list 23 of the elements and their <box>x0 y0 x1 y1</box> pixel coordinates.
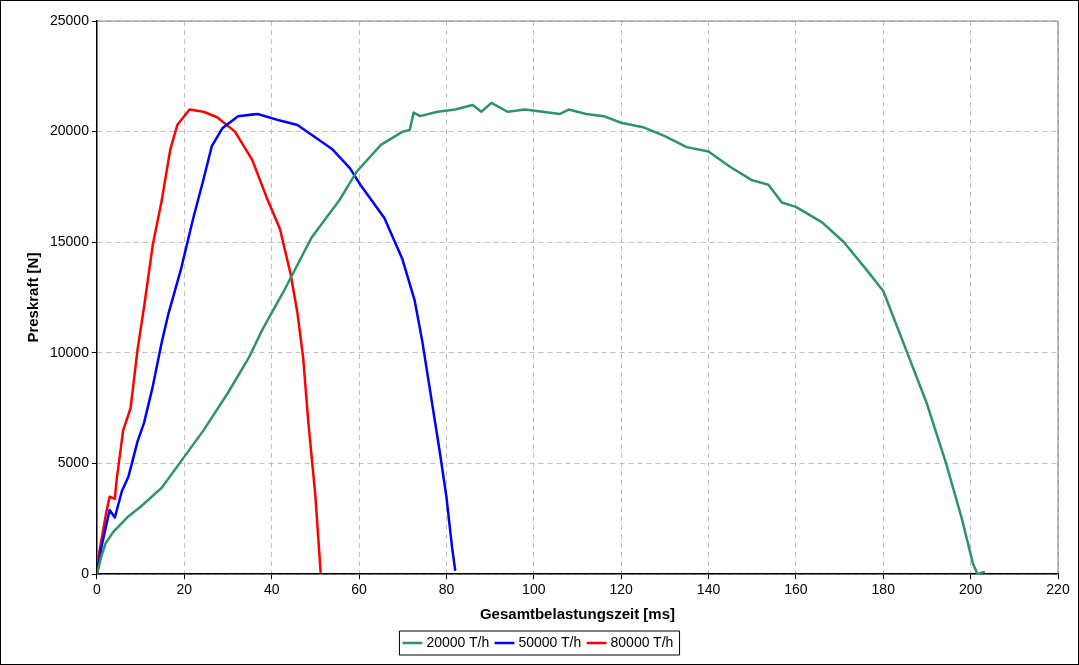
x-tick-label: 220 <box>1046 581 1070 598</box>
y-tick-label: 15000 <box>49 233 90 250</box>
x-tick-label: 20 <box>176 581 193 598</box>
x-tick-label: 200 <box>958 581 983 598</box>
x-tick-label: 160 <box>784 581 808 598</box>
y-tick-label: 20000 <box>49 122 90 139</box>
legend-label: 20000 T/h <box>426 633 490 650</box>
y-axis-title: Preskraft [N] <box>24 252 42 343</box>
x-tick-label: 180 <box>871 581 896 598</box>
x-tick-label: 60 <box>351 581 368 598</box>
y-tick-label: 25000 <box>49 11 90 28</box>
y-tick-label: 5000 <box>57 454 90 471</box>
x-tick-label: 140 <box>696 581 721 598</box>
legend-label: 80000 T/h <box>610 633 674 650</box>
x-tick-label: 0 <box>93 581 102 598</box>
x-tick-label: 120 <box>609 581 634 598</box>
y-tick-label: 0 <box>81 565 90 582</box>
legend-label: 50000 T/h <box>518 633 582 650</box>
x-tick-label: 40 <box>263 581 280 598</box>
y-tick-label: 10000 <box>49 343 90 360</box>
x-axis-title: Gesamtbelastungszeit [ms] <box>479 605 675 623</box>
x-tick-label: 80 <box>438 581 455 598</box>
x-tick-label: 100 <box>522 581 546 598</box>
